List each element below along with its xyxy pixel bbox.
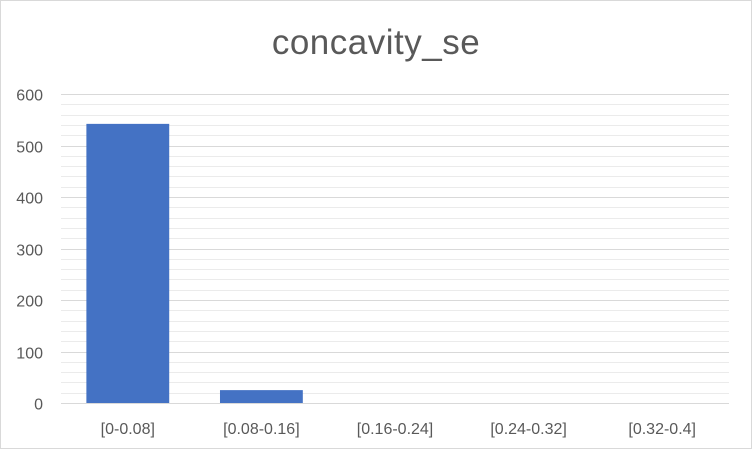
y-tick-label: 0 (34, 397, 43, 414)
x-tick-label: [0.08-0.16] (223, 421, 300, 438)
x-tick-label: [0.16-0.24] (357, 421, 434, 438)
y-tick-label: 100 (16, 346, 43, 363)
y-tick-label: 300 (16, 243, 43, 260)
bar (86, 123, 170, 404)
x-tick-label: [0.32-0.4] (628, 421, 696, 438)
y-tick-label: 500 (16, 140, 43, 157)
y-tick-label: 600 (16, 88, 43, 105)
chart-title: concavity_se (271, 23, 481, 62)
x-tick-label: [0-0.08] (101, 421, 155, 438)
bar (219, 390, 303, 403)
y-tick-label: 200 (16, 294, 43, 311)
y-tick-label: 400 (16, 191, 43, 208)
x-tick-label: [0.24-0.32] (490, 421, 567, 438)
